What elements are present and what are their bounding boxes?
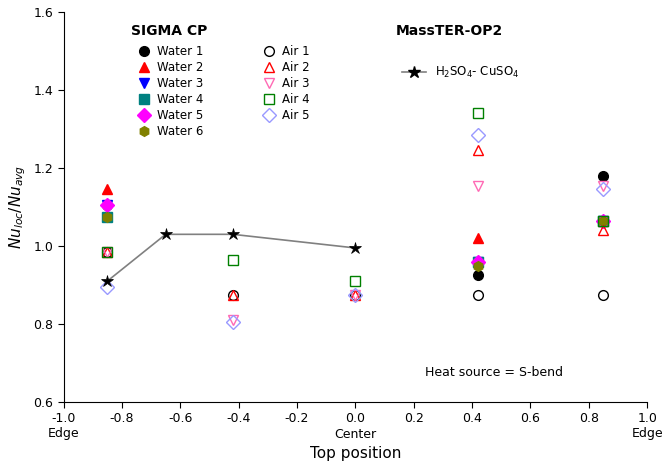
- X-axis label: Top position: Top position: [310, 446, 401, 461]
- Text: MassTER-OP2: MassTER-OP2: [396, 24, 503, 37]
- Text: SIGMA CP: SIGMA CP: [131, 24, 207, 37]
- Y-axis label: $Nu_{loc}/Nu_{avg}$: $Nu_{loc}/Nu_{avg}$: [7, 165, 27, 249]
- Text: Heat source = S-bend: Heat source = S-bend: [425, 366, 563, 379]
- Legend: H$_2$SO$_4$- CuSO$_4$: H$_2$SO$_4$- CuSO$_4$: [402, 65, 519, 80]
